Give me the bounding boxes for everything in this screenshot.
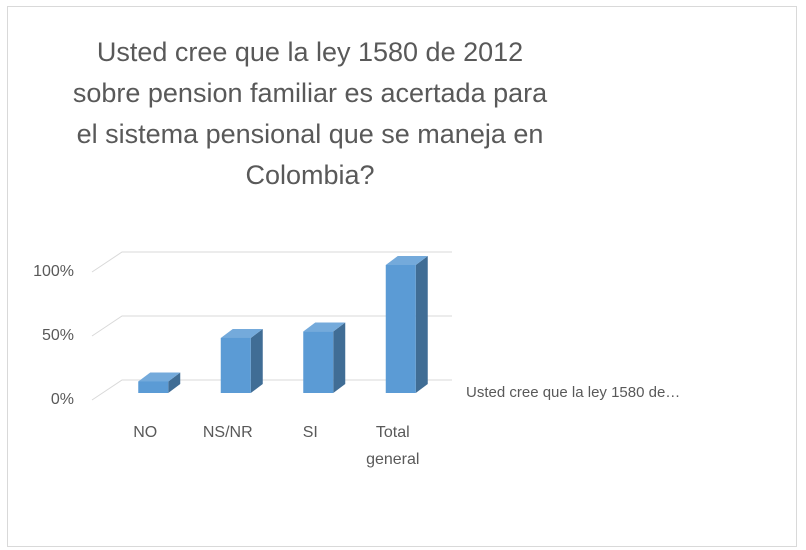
bar-face [168, 372, 181, 393]
bar-face [333, 322, 346, 393]
bar-face [220, 328, 263, 338]
grid-line [91, 251, 452, 273]
bar [303, 322, 346, 393]
bar-face [220, 337, 251, 393]
bar-face [385, 265, 416, 393]
x-tick-label: Total general [366, 424, 419, 468]
chart-title: Usted cree que la ley 1580 de 2012 sobre… [72, 37, 548, 190]
bar [385, 256, 428, 393]
x-tick-label: SI [303, 424, 318, 441]
bar [138, 372, 181, 393]
grid-line [91, 315, 452, 337]
y-tick-label: 0% [51, 391, 74, 408]
x-tick-label: NS/NR [203, 424, 253, 441]
bar-face [303, 322, 346, 332]
legend-label: Usted cree que la ley 1580 de… [466, 384, 680, 401]
bar [220, 328, 263, 393]
bar-face [138, 381, 169, 393]
bar-face [385, 256, 428, 265]
bar-face [250, 328, 263, 393]
bar-face [415, 256, 428, 393]
bar-face [303, 331, 334, 393]
chart-border [7, 6, 797, 547]
x-tick-label: NO [133, 424, 157, 441]
y-tick-label: 50% [42, 327, 74, 344]
y-tick-label: 100% [33, 263, 74, 280]
bar-face [138, 372, 181, 382]
